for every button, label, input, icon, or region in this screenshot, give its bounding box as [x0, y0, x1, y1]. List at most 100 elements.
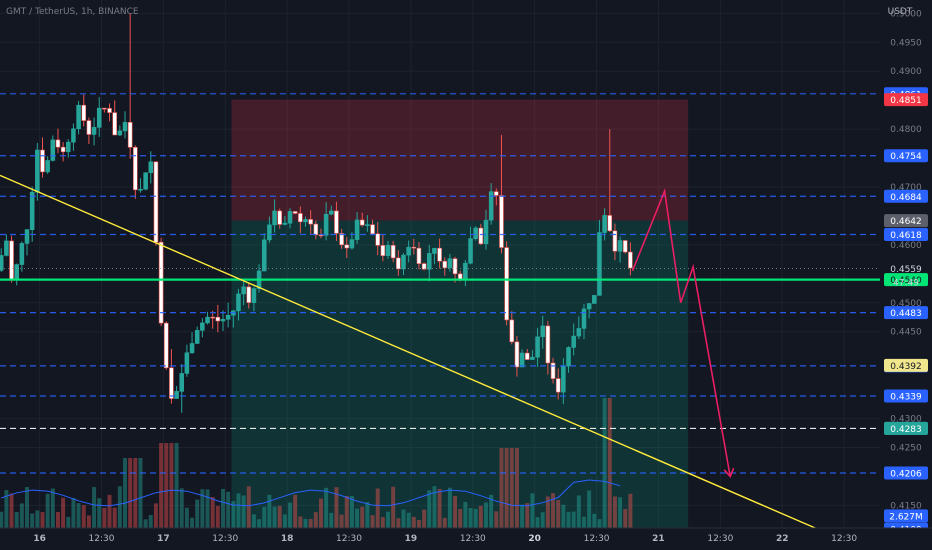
candle-body-120	[617, 240, 623, 252]
axis-level-4-tag-bg	[884, 306, 928, 320]
candle-body-107	[550, 362, 556, 379]
candle-body-79	[406, 246, 411, 256]
candle-body-71	[365, 224, 370, 226]
axis-level-3-tag-bg	[884, 227, 928, 241]
volume-bar-61	[313, 512, 318, 528]
candle-body-10	[50, 139, 56, 161]
volume-bar-60	[308, 519, 313, 528]
marker-4-tag-text: 0.4283	[890, 425, 922, 435]
volume-bar-31	[159, 443, 164, 528]
time-axis[interactable]: 16 12:30 17 12:30 18 12:30 19 12:30 20 12:30 21 12:…	[0, 527, 932, 550]
candle-body-29	[148, 161, 154, 174]
candle-body-81	[416, 247, 422, 264]
axis-level-6-tag-text: 0.4339	[890, 393, 922, 403]
candle-body-116	[597, 232, 602, 296]
volume-bar-12	[61, 497, 66, 528]
volume-bar-98	[504, 448, 509, 528]
candle-body-6	[29, 191, 35, 230]
marker-0-tag-text: 0.4851	[890, 96, 922, 106]
volume-bar-16	[81, 505, 86, 528]
volume-bar-107	[551, 493, 556, 528]
axis-level-4-tag: 0.4483	[884, 306, 928, 320]
candle-body-104	[535, 336, 540, 358]
candle-body-75	[385, 245, 391, 256]
candle-body-82	[421, 263, 427, 270]
candle-body-117	[602, 215, 607, 233]
axis-level-4-tag-text: 0.4483	[890, 309, 922, 319]
volume-bar-62	[318, 498, 323, 528]
candle-body-108	[555, 378, 561, 393]
volume-bar-34	[174, 443, 179, 528]
marker-0-tag-bg	[884, 93, 928, 107]
candle-body-5	[24, 229, 30, 244]
price-label-6: 0.4500	[890, 299, 922, 309]
projection-path	[631, 188, 731, 477]
candle-body-53	[272, 210, 277, 226]
candle-body-23	[117, 130, 123, 136]
marker-1-tag-bg	[884, 214, 928, 228]
candle-body-17	[86, 120, 92, 135]
candle-body-115	[592, 295, 597, 304]
marker-4-tag-bg	[884, 421, 928, 435]
volume-bar-80	[411, 516, 416, 528]
price-label-0: 0.5000	[890, 9, 922, 19]
volume-bar-54	[277, 505, 282, 528]
time-label-1: 12:30	[89, 534, 115, 544]
candle-body-4	[19, 243, 25, 265]
candle-body-20	[102, 107, 107, 110]
volume-bar-84	[432, 486, 437, 528]
stop-zone	[231, 99, 689, 221]
candle-body-77	[396, 257, 401, 270]
volume-bar-42	[215, 505, 220, 528]
volume-bar-75	[386, 511, 390, 528]
volume-bar-15	[76, 503, 81, 528]
candle-body-1	[4, 240, 9, 256]
volume-bar-89	[458, 508, 463, 528]
volume-bar-99	[509, 448, 514, 528]
candle-body-84	[432, 247, 437, 254]
time-label-6: 19	[405, 534, 418, 544]
price-label-3: 0.4800	[890, 125, 922, 135]
volume-bar-63	[324, 487, 329, 528]
volume-bar-9	[45, 493, 50, 528]
candle-body-99	[509, 319, 515, 343]
candle-body-122	[628, 251, 633, 269]
volume-bar-85	[437, 488, 442, 528]
candle-body-76	[390, 245, 396, 259]
volume-bar-119	[612, 496, 617, 528]
short-position-box[interactable]	[231, 99, 689, 530]
candle-body-31	[158, 241, 164, 324]
candle-body-43	[220, 319, 226, 322]
marker-2-tag-bg	[884, 262, 928, 276]
candlestick-series	[0, 13, 633, 413]
candle-body-52	[267, 224, 272, 241]
candle-body-0	[0, 255, 4, 271]
candle-body-9	[45, 160, 50, 173]
candle-body-113	[581, 308, 587, 329]
axis-level-2-tag: 0.4684	[884, 189, 928, 203]
volume-bar-38	[195, 499, 200, 528]
candle-body-69	[354, 219, 360, 240]
candle-body-24	[122, 122, 128, 132]
candle-body-118	[607, 215, 613, 232]
volume-bar-94	[484, 502, 488, 528]
candle-body-48	[246, 286, 252, 303]
volume-bar-27	[138, 458, 143, 528]
price-label-2: 0.4900	[890, 67, 922, 77]
volume-bar-1	[4, 490, 9, 528]
volume-bar-93	[478, 505, 483, 528]
candle-body-65	[334, 210, 339, 234]
volume-bar-35	[179, 488, 184, 528]
time-label-3: 12:30	[212, 534, 238, 544]
drawing-overlay[interactable]	[0, 174, 880, 546]
volume-bar-86	[442, 517, 447, 528]
volume-bar-79	[406, 512, 411, 528]
candle-body-30	[153, 161, 159, 243]
volume-bar-14	[71, 498, 76, 528]
volume-bar-100	[514, 448, 519, 528]
time-label-12: 22	[776, 534, 789, 544]
projection-arrowhead	[723, 467, 735, 478]
candle-body-58	[298, 213, 303, 223]
